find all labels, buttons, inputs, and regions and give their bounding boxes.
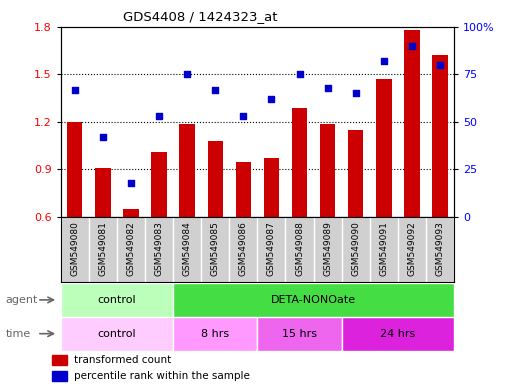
Point — [352, 90, 360, 96]
Bar — [52, 371, 67, 381]
Point — [99, 134, 107, 140]
Point — [211, 86, 220, 93]
Text: GSM549093: GSM549093 — [436, 222, 445, 276]
Text: agent: agent — [5, 295, 37, 305]
Bar — [258, 317, 342, 351]
Text: GSM549083: GSM549083 — [155, 222, 164, 276]
Point — [239, 113, 248, 119]
Bar — [404, 30, 420, 217]
Bar — [208, 141, 223, 217]
Text: GSM549082: GSM549082 — [127, 222, 136, 276]
Bar — [342, 317, 454, 351]
Bar — [152, 152, 167, 217]
Point — [436, 62, 444, 68]
Point — [71, 86, 79, 93]
Bar — [67, 122, 82, 217]
Bar — [320, 124, 335, 217]
Bar — [348, 130, 363, 217]
Text: 15 hrs: 15 hrs — [282, 329, 317, 339]
Text: percentile rank within the sample: percentile rank within the sample — [74, 371, 250, 381]
Text: GSM549087: GSM549087 — [267, 222, 276, 276]
Text: GSM549086: GSM549086 — [239, 222, 248, 276]
Text: control: control — [98, 295, 136, 305]
Bar — [180, 124, 195, 217]
Bar — [376, 79, 392, 217]
Text: GDS4408 / 1424323_at: GDS4408 / 1424323_at — [124, 10, 278, 23]
Bar — [432, 55, 448, 217]
Text: GSM549085: GSM549085 — [211, 222, 220, 276]
Bar — [235, 162, 251, 217]
Text: GSM549088: GSM549088 — [295, 222, 304, 276]
Text: GSM549089: GSM549089 — [323, 222, 332, 276]
Text: GSM549084: GSM549084 — [183, 222, 192, 276]
Bar — [263, 158, 279, 217]
Text: GSM549091: GSM549091 — [379, 222, 388, 276]
Point — [127, 180, 135, 186]
Text: GSM549090: GSM549090 — [351, 222, 360, 276]
Point — [155, 113, 163, 119]
Bar — [173, 283, 454, 317]
Bar — [61, 317, 173, 351]
Point — [380, 58, 388, 64]
Text: GSM549092: GSM549092 — [408, 222, 417, 276]
Point — [295, 71, 304, 78]
Text: GSM549080: GSM549080 — [70, 222, 79, 276]
Bar — [52, 355, 67, 365]
Text: 24 hrs: 24 hrs — [380, 329, 416, 339]
Text: GSM549081: GSM549081 — [98, 222, 107, 276]
Text: 8 hrs: 8 hrs — [201, 329, 229, 339]
Bar — [292, 108, 307, 217]
Text: time: time — [5, 329, 31, 339]
Point — [408, 43, 416, 49]
Text: transformed count: transformed count — [74, 355, 171, 365]
Bar — [123, 209, 139, 217]
Point — [267, 96, 276, 102]
Bar — [95, 168, 110, 217]
Text: DETA-NONOate: DETA-NONOate — [271, 295, 356, 305]
Point — [324, 84, 332, 91]
Bar — [61, 283, 173, 317]
Text: control: control — [98, 329, 136, 339]
Point — [183, 71, 191, 78]
Bar — [173, 317, 258, 351]
